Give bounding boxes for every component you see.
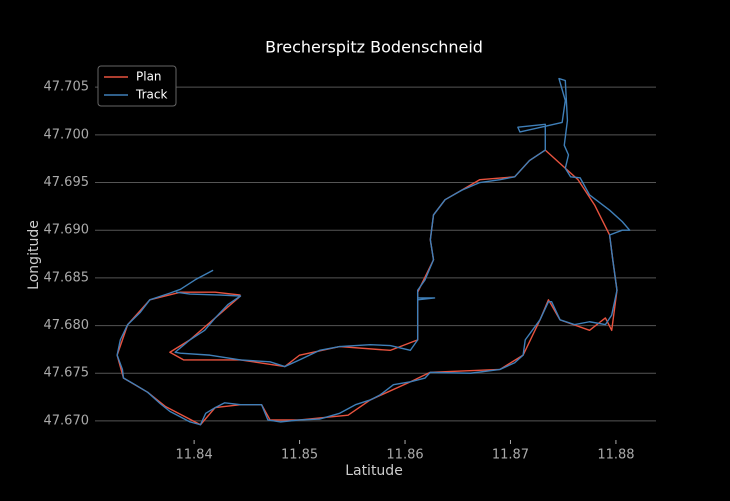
legend: Plan Track xyxy=(97,65,177,107)
y-tick-label: 47.705 xyxy=(44,80,90,95)
y-axis-label: Longitude xyxy=(26,220,42,290)
y-tick-label: 47.680 xyxy=(44,318,90,333)
chart-title: Brecherspitz Bodenschneid xyxy=(265,38,483,57)
legend-box xyxy=(97,65,177,107)
y-tick-label: 47.685 xyxy=(44,270,90,285)
y-tick-label: 47.700 xyxy=(44,127,90,142)
y-tick-label: 47.670 xyxy=(44,413,90,428)
series-line xyxy=(116,77,631,426)
x-tick-label: 11.86 xyxy=(386,448,423,463)
x-tick-label: 11.87 xyxy=(492,448,529,463)
legend-label: Track xyxy=(135,88,167,102)
x-tick-label: 11.84 xyxy=(176,448,213,463)
y-tick-label: 47.690 xyxy=(44,223,90,238)
x-axis-label: Latitude xyxy=(345,463,403,479)
x-tick-label: 11.88 xyxy=(597,448,634,463)
x-tick-label: 11.85 xyxy=(281,448,318,463)
y-tick-label: 47.695 xyxy=(44,175,90,190)
y-tick-label: 47.675 xyxy=(44,366,90,381)
legend-label: Plan xyxy=(136,70,162,84)
